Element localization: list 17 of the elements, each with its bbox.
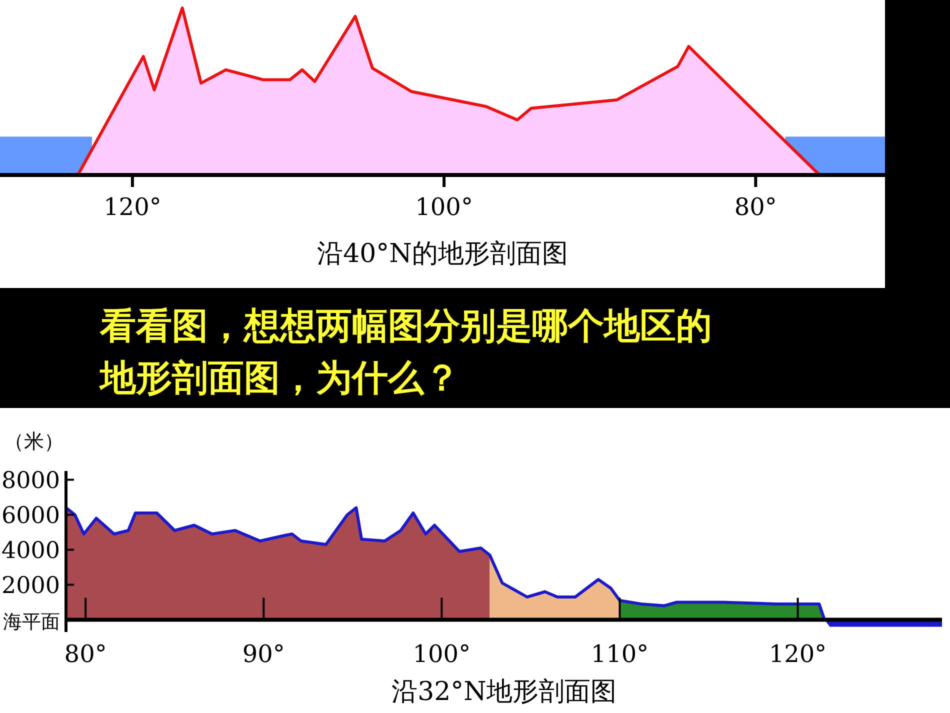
x-tick-label: 90° <box>242 640 285 668</box>
y-axis-title: （米） <box>4 429 64 453</box>
text: 沿32°N地形剖面图 <box>392 677 616 707</box>
y-tick-label: 8000 <box>1 468 60 494</box>
x-tick-label: 80° <box>64 640 107 668</box>
y-tick-label: 2000 <box>1 572 60 599</box>
x-tick-label: 80° <box>734 193 777 221</box>
y-tick-label: 4000 <box>1 538 60 564</box>
text: 沿40°N的地形剖面图 <box>317 239 568 269</box>
x-tick-label: 120° <box>104 193 162 221</box>
text: 看看图，想想两幅图分别是哪个地区的地形剖面图，为什么？ <box>98 305 712 399</box>
y-tick-label: 海平面 <box>3 610 60 633</box>
x-tick-label: 100° <box>415 193 473 221</box>
x-tick-label: 110° <box>590 640 649 668</box>
x-tick-label: 100° <box>412 640 471 668</box>
y-tick-label: 6000 <box>1 502 60 529</box>
x-tick-label: 120° <box>768 640 827 668</box>
